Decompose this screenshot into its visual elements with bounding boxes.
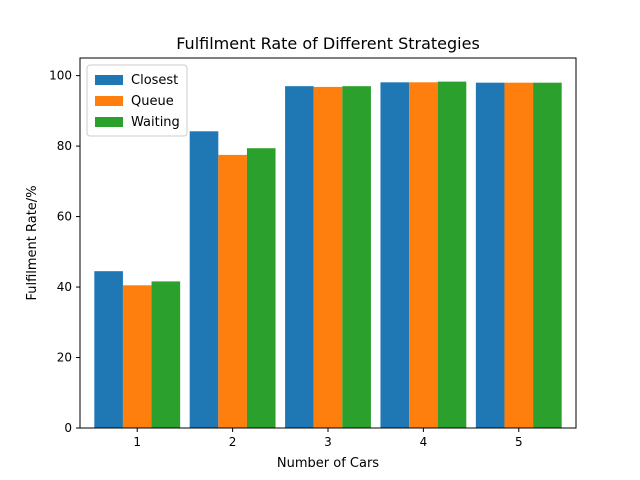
x-tick-label: 1 — [133, 435, 141, 449]
legend-swatch-queue — [95, 96, 123, 106]
bar-waiting-4 — [437, 81, 467, 429]
chart-title: Fulfilment Rate of Different Strategies — [176, 34, 480, 53]
legend-label-queue: Queue — [131, 94, 174, 109]
y-tick-label: 80 — [57, 139, 72, 153]
bar-queue-5 — [504, 82, 534, 429]
y-tick-label: 60 — [57, 210, 72, 224]
y-tick-label: 0 — [64, 421, 72, 435]
x-tick-label: 3 — [324, 435, 332, 449]
bar-closest-5 — [475, 82, 505, 429]
bar-waiting-1 — [151, 281, 181, 428]
y-axis-label: Fulfilment Rate/% — [25, 185, 40, 300]
legend-swatch-waiting — [95, 117, 123, 127]
x-axis-label: Number of Cars — [277, 456, 379, 471]
y-tick-label: 100 — [49, 69, 72, 83]
bar-closest-2 — [189, 131, 219, 429]
x-tick-label: 2 — [229, 435, 237, 449]
legend: Closest Queue Waiting — [86, 64, 188, 137]
legend-label-waiting: Waiting — [131, 115, 180, 130]
bar-queue-3 — [313, 86, 343, 429]
bar-closest-4 — [380, 82, 410, 428]
x-tick-label: 4 — [420, 435, 428, 449]
x-tick-label: 5 — [515, 435, 523, 449]
bar-closest-1 — [94, 271, 123, 428]
bar-closest-3 — [285, 86, 314, 428]
bar-waiting-2 — [246, 148, 276, 428]
y-tick-label: 40 — [57, 280, 72, 294]
y-tick-label: 20 — [57, 351, 72, 365]
bar-waiting-5 — [533, 82, 562, 429]
bar-queue-1 — [122, 285, 152, 428]
bars-layer — [94, 81, 562, 429]
bar-waiting-3 — [342, 86, 371, 428]
axes-layer: 1 2 3 4 5 0 20 40 60 80 100 — [49, 69, 522, 449]
legend-label-closest: Closest — [131, 73, 178, 88]
bar-queue-2 — [218, 154, 247, 428]
legend-swatch-closest — [95, 75, 123, 85]
bar-queue-4 — [409, 82, 438, 428]
